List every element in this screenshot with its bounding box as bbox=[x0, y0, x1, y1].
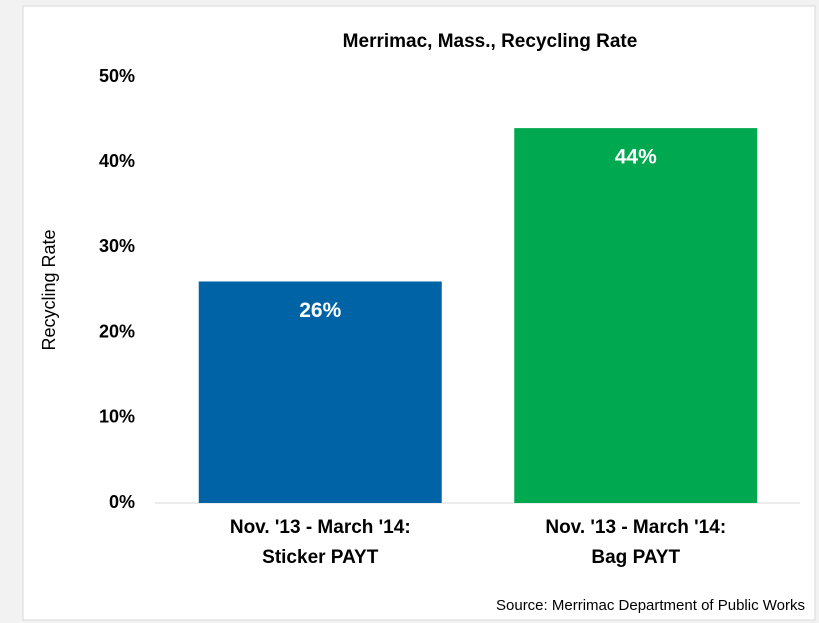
source: Source: Merrimac Department of Public Wo… bbox=[496, 597, 805, 614]
chart-title: Merrimac, Mass., Recycling Rate bbox=[343, 31, 638, 52]
value-label: 26% bbox=[299, 299, 341, 322]
x-tick-label: Nov. '13 - March '14: Bag PAYT bbox=[545, 517, 727, 568]
y-tick-label: 30% bbox=[99, 236, 135, 256]
value-label: 44% bbox=[615, 146, 657, 169]
y-axis-label: Recycling Rate bbox=[39, 229, 59, 350]
y-tick-label: 20% bbox=[99, 321, 135, 341]
bar bbox=[198, 281, 442, 503]
y-tick-label: 50% bbox=[99, 66, 135, 86]
x-tick-label: Nov. '13 - March '14: Sticker PAYT bbox=[229, 517, 411, 568]
y-tick-label: 10% bbox=[99, 407, 135, 427]
y-tick-label: 40% bbox=[99, 151, 135, 171]
y-tick-label: 0% bbox=[109, 492, 135, 512]
bar bbox=[514, 128, 758, 503]
